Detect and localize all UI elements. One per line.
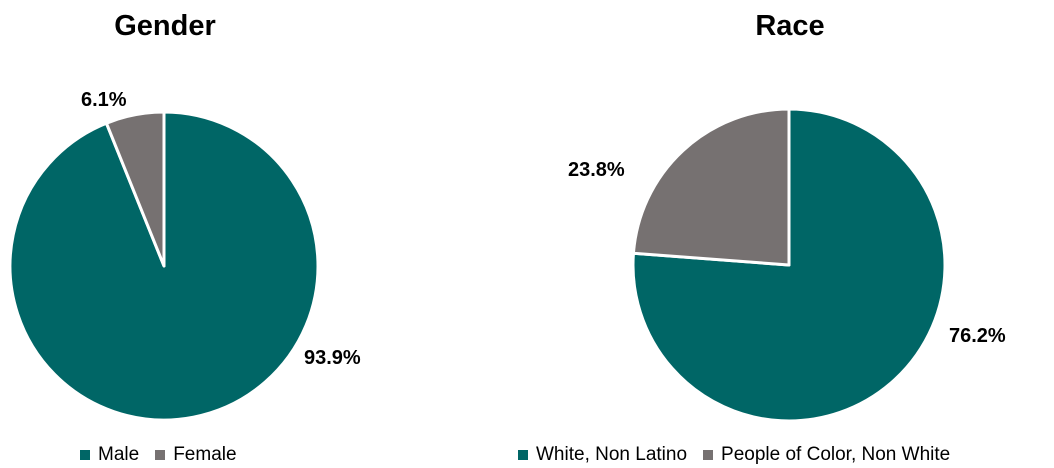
data-label-people-of-color: 23.8% bbox=[568, 159, 625, 181]
legend-swatch bbox=[518, 450, 528, 460]
legend-swatch bbox=[155, 450, 166, 460]
data-label-male: 93.9% bbox=[304, 347, 361, 369]
race-pie bbox=[631, 107, 947, 423]
pie-slice-white-non-latino bbox=[631, 107, 947, 423]
pie-slice-female bbox=[104, 110, 166, 268]
legend-label: Male bbox=[98, 444, 140, 465]
pie-slice-people-of-color bbox=[631, 107, 791, 267]
legend-swatch bbox=[703, 450, 714, 460]
race-chart: Race 76.2% 23.8% White, Non Latino Peopl… bbox=[500, 0, 1054, 468]
chart-title: Gender bbox=[114, 10, 216, 42]
gender-chart: Gender 93.9% 6.1% Male Female bbox=[0, 0, 361, 468]
legend-label: Female bbox=[173, 444, 237, 465]
legend-item-female: Female bbox=[155, 444, 237, 466]
legend-label: People of Color, Non White bbox=[721, 444, 951, 465]
legend-swatch bbox=[80, 450, 90, 460]
legend-item-people-of-color: People of Color, Non White bbox=[703, 444, 950, 466]
data-label-female: 6.1% bbox=[81, 89, 127, 111]
legend-label: White, Non Latino bbox=[536, 444, 688, 465]
legend: Male Female bbox=[80, 444, 237, 466]
legend: White, Non Latino People of Color, Non W… bbox=[518, 444, 950, 466]
chart-title: Race bbox=[755, 10, 825, 42]
legend-item-male: Male bbox=[80, 444, 139, 466]
legend-item-white-non-latino: White, Non Latino bbox=[518, 444, 687, 466]
data-label-white-non-latino: 76.2% bbox=[949, 325, 1006, 347]
gender-pie bbox=[8, 110, 320, 422]
